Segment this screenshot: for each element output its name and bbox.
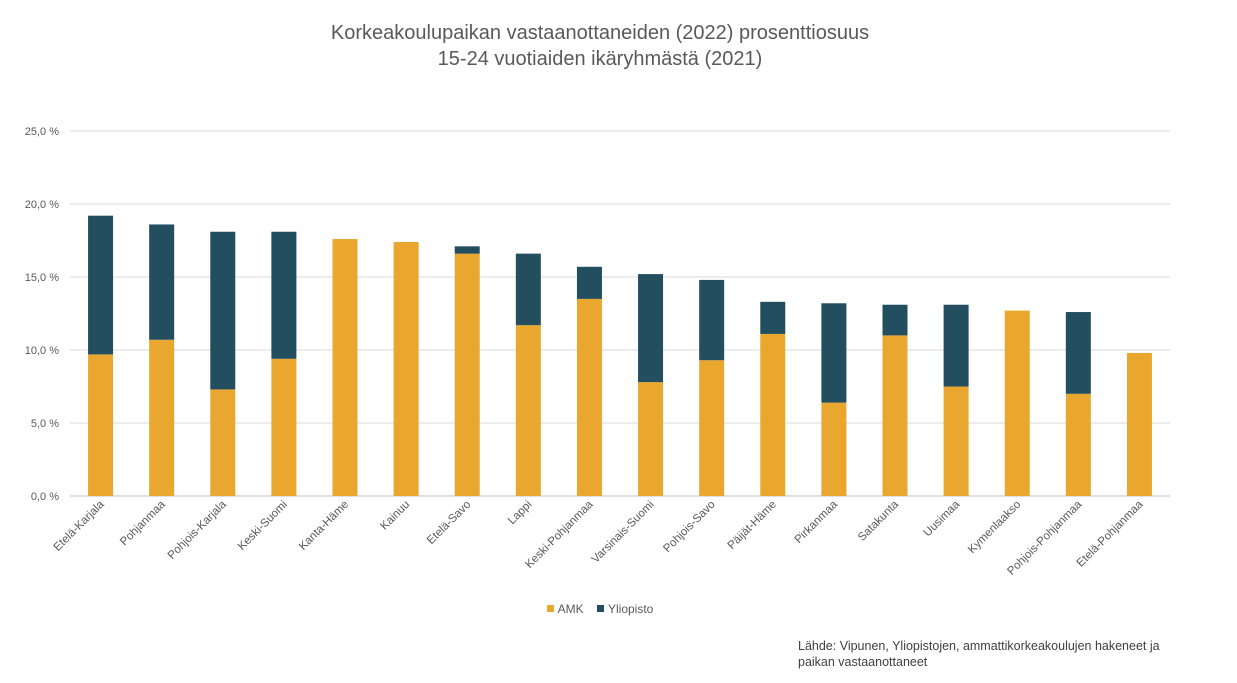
chart-title-line2: 15-24 vuotiaiden ikäryhmästä (2021) — [437, 48, 763, 70]
x-tick-label: Uusimaa — [922, 498, 963, 539]
x-tick-label: Pirkanmaa — [793, 498, 841, 546]
bar-amk-2 — [210, 389, 236, 496]
x-tick-label: Pohjanmaa — [118, 498, 168, 548]
bar-yliopisto-10 — [699, 279, 725, 361]
bar-yliopisto-16 — [1065, 312, 1091, 394]
bar-amk-14 — [943, 386, 969, 496]
legend: AMK Yliopisto — [0, 601, 1200, 616]
bar-yliopisto-7 — [515, 253, 541, 326]
y-tick-label: 15,0 % — [25, 272, 59, 284]
chart-title: Korkeakoulupaikan vastaanottaneiden (202… — [0, 20, 1200, 72]
bar-amk-11 — [760, 333, 786, 496]
x-tick-label: Etelä-Karjala — [52, 498, 107, 553]
x-tick-label: Pohjois-Karjala — [166, 498, 230, 562]
x-tick-label: Keski-Pohjanmaa — [523, 498, 596, 571]
x-tick-label: Satakunta — [856, 498, 902, 544]
bar-amk-6 — [454, 253, 480, 496]
x-tick-label: Kymenlaakso — [966, 499, 1023, 556]
y-tick-label: 5,0 % — [31, 418, 59, 430]
source-line1: Lähde: Vipunen, Yliopistojen, ammattikor… — [798, 639, 1160, 653]
bar-yliopisto-13 — [882, 304, 908, 336]
legend-item-yliopisto: Yliopisto — [597, 602, 653, 616]
bar-amk-17 — [1126, 352, 1152, 496]
x-tick-label: Lappi — [506, 499, 534, 527]
x-tick-label: Varsinais-Suomi — [590, 499, 657, 566]
bar-amk-4 — [332, 239, 358, 497]
y-axis-labels: 0,0 % 5,0 % 10,0 % 15,0 % 20,0 % 25,0 % — [25, 126, 59, 503]
bar-yliopisto-1 — [149, 224, 175, 340]
bar-amk-10 — [699, 360, 725, 496]
gridlines — [70, 130, 1170, 497]
y-tick-label: 10,0 % — [25, 345, 59, 357]
bar-yliopisto-11 — [760, 301, 786, 334]
bar-yliopisto-12 — [821, 303, 847, 403]
x-tick-label: Keski-Suomi — [236, 499, 290, 553]
x-tick-label: Päijät-Häme — [726, 499, 779, 552]
chart-title-line1: Korkeakoulupaikan vastaanottaneiden (202… — [330, 22, 870, 44]
legend-label-yliopisto: Yliopisto — [608, 601, 654, 616]
bar-yliopisto-9 — [638, 274, 664, 383]
bar-amk-0 — [88, 354, 114, 496]
legend-item-amk: AMK — [546, 601, 584, 616]
bar-yliopisto-0 — [88, 215, 114, 355]
bars — [88, 215, 1152, 497]
x-tick-label: Kainuu — [378, 499, 412, 533]
bar-amk-12 — [821, 402, 847, 496]
bar-amk-5 — [393, 241, 419, 496]
bar-amk-3 — [271, 358, 297, 496]
bar-amk-15 — [1004, 310, 1030, 496]
x-tick-label: Etelä-Savo — [425, 499, 473, 547]
bar-yliopisto-6 — [454, 246, 480, 254]
bar-yliopisto-14 — [943, 304, 969, 387]
bar-amk-8 — [576, 298, 602, 496]
bar-amk-13 — [882, 335, 908, 496]
bar-yliopisto-8 — [576, 266, 602, 299]
y-tick-label: 20,0 % — [25, 199, 59, 211]
source-line2: paikan vastaanottaneet — [798, 655, 928, 669]
legend-swatch-yliopisto — [597, 605, 604, 612]
legend-label-amk: AMK — [557, 601, 584, 616]
bar-amk-16 — [1065, 393, 1091, 496]
y-tick-label: 0,0 % — [31, 491, 59, 503]
legend-swatch-amk — [546, 605, 554, 612]
bar-amk-7 — [515, 325, 541, 496]
bar-yliopisto-3 — [271, 231, 297, 359]
y-tick-label: 25,0 % — [25, 126, 59, 138]
source-note: Lähde: Vipunen, Yliopistojen, ammattikor… — [798, 638, 1228, 670]
x-tick-label: Pohjois-Savo — [661, 499, 717, 555]
bar-yliopisto-2 — [210, 231, 236, 390]
x-tick-label: Etelä-Pohjanmaa — [1075, 498, 1146, 569]
bar-amk-9 — [638, 382, 664, 496]
bar-amk-1 — [149, 339, 175, 496]
x-tick-label: Kanta-Häme — [297, 499, 351, 553]
